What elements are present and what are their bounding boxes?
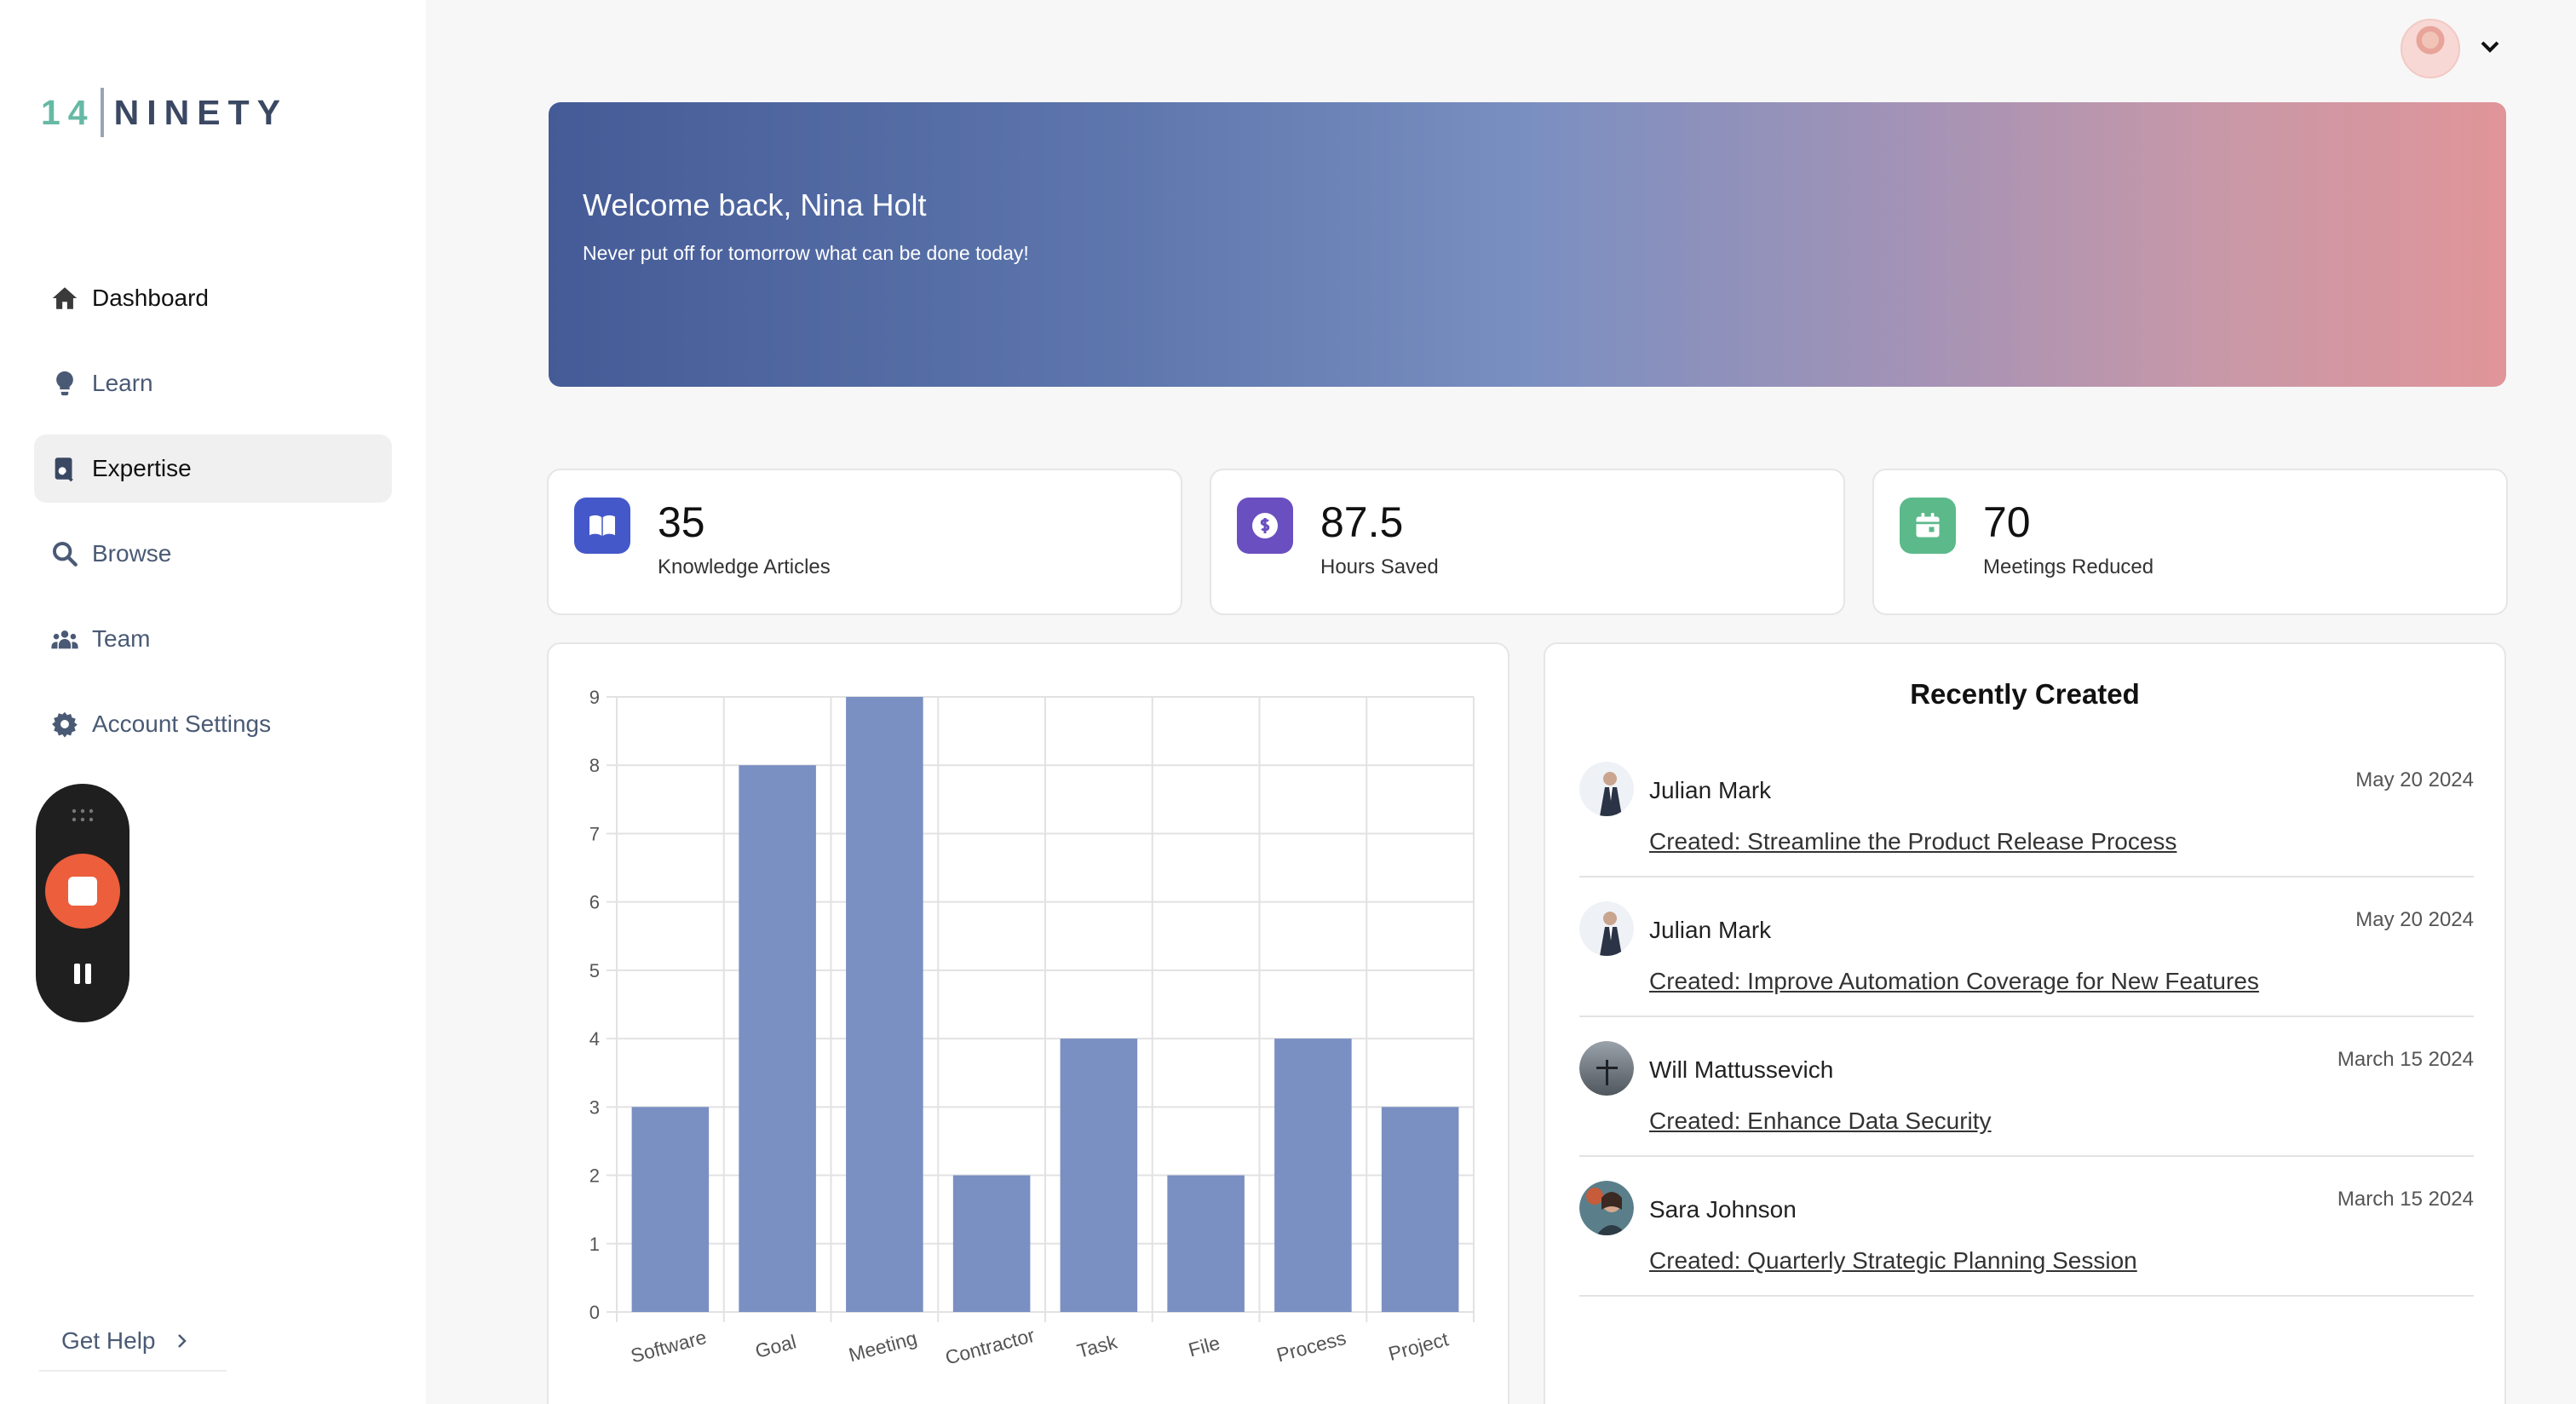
bar-meeting (846, 697, 923, 1312)
home-icon (46, 279, 83, 317)
lightbulb-icon (46, 365, 83, 402)
list-item: Sara Johnson March 15 2024 Created: Quar… (1579, 1157, 2474, 1297)
created-date: March 15 2024 (2337, 1048, 2474, 1071)
sidebar-nav: Dashboard Learn Expertise Browse Team (34, 264, 392, 775)
dollar-icon (1237, 498, 1293, 554)
list-item: Julian Mark May 20 2024 Created: Streaml… (1579, 738, 2474, 878)
y-tick-label: 8 (589, 755, 600, 776)
x-tick-label: Process (1274, 1326, 1348, 1367)
welcome-subtitle: Never put off for tomorrow what can be d… (583, 242, 1029, 264)
stat-label: Hours Saved (1320, 555, 1439, 578)
y-tick-label: 9 (589, 687, 600, 708)
drag-handle-icon[interactable] (71, 808, 95, 823)
bar-chart: 0 1 2 3 4 5 6 7 8 9 Software Goal Meeting Contractor T… (589, 687, 1475, 1369)
stop-icon (68, 877, 97, 906)
created-date: March 15 2024 (2337, 1188, 2474, 1211)
sidebar-item-browse[interactable]: Browse (34, 520, 392, 588)
get-help-label: Get Help (61, 1327, 156, 1354)
bar-process (1274, 1039, 1352, 1312)
list-item: Julian Mark May 20 2024 Created: Improve… (1579, 878, 2474, 1017)
author-name: Will Mattussevich (1649, 1056, 1834, 1083)
sidebar-item-team[interactable]: Team (34, 605, 392, 673)
avatar[interactable] (1579, 1181, 1634, 1235)
stat-card-meetings-reduced: 70 Meetings Reduced (1872, 469, 2508, 615)
stat-label: Knowledge Articles (658, 555, 831, 578)
author-name: Julian Mark (1649, 777, 1772, 803)
book-icon (574, 498, 630, 554)
y-tick-label: 6 (589, 892, 600, 913)
expertise-icon (46, 450, 83, 487)
get-help-link[interactable]: Get Help (39, 1312, 227, 1372)
x-tick-label: Meeting (846, 1326, 919, 1366)
sidebar-item-label: Account Settings (92, 711, 272, 737)
pause-icon[interactable] (70, 961, 95, 987)
sidebar-item-expertise[interactable]: Expertise (34, 434, 392, 503)
y-tick-label: 2 (589, 1165, 600, 1187)
bar-task (1060, 1039, 1138, 1312)
y-tick-label: 0 (589, 1302, 600, 1323)
stat-value: 35 (658, 498, 705, 546)
author-name: Julian Mark (1649, 917, 1772, 943)
avatar[interactable] (1579, 762, 1634, 816)
welcome-banner: Welcome back, Nina Holt Never put off fo… (549, 102, 2506, 387)
sidebar-item-label: Browse (92, 540, 172, 567)
created-item-link[interactable]: Created: Streamline the Product Release … (1649, 828, 2177, 854)
avatar[interactable] (1579, 1041, 1634, 1096)
bar-goal (739, 765, 816, 1312)
sidebar-item-account-settings[interactable]: Account Settings (34, 690, 392, 758)
recently-created-panel: Recently Created Julian Mark May 20 2024… (1544, 642, 2506, 1404)
y-tick-label: 1 (589, 1234, 600, 1255)
brand-word: NINETY (113, 92, 288, 132)
sidebar-item-label: Learn (92, 370, 153, 396)
created-item-link[interactable]: Created: Enhance Data Security (1649, 1108, 1992, 1134)
sidebar-item-label: Team (92, 625, 151, 652)
x-tick-label: Software (629, 1326, 709, 1367)
created-item-link[interactable]: Created: Quarterly Strategic Planning Se… (1649, 1247, 2137, 1274)
bar-contractor (952, 1175, 1031, 1312)
y-tick-label: 3 (589, 1096, 600, 1118)
category-bar-chart-card: 0 1 2 3 4 5 6 7 8 9 Software Goal Meeting Contractor T… (547, 642, 1509, 1404)
sidebar-item-learn[interactable]: Learn (34, 349, 392, 417)
created-item-link[interactable]: Created: Improve Automation Coverage for… (1649, 968, 2259, 994)
y-tick-label: 7 (589, 823, 600, 844)
stop-recording-button[interactable] (45, 854, 120, 929)
x-tick-label: Task (1075, 1330, 1120, 1361)
stat-value: 87.5 (1320, 498, 1404, 546)
x-tick-label: File (1186, 1332, 1222, 1361)
created-date: May 20 2024 (2355, 908, 2474, 931)
x-tick-label: Project (1386, 1327, 1451, 1365)
chevron-down-icon[interactable] (2479, 38, 2501, 55)
brand-logo[interactable]: 14 NINETY (41, 88, 288, 137)
stat-label: Meetings Reduced (1983, 555, 2154, 578)
sidebar-item-dashboard[interactable]: Dashboard (34, 264, 392, 332)
sidebar-item-label: Expertise (92, 455, 192, 481)
author-name: Sara Johnson (1649, 1196, 1797, 1223)
list-item: Will Mattussevich March 15 2024 Created:… (1579, 1017, 2474, 1157)
welcome-title: Welcome back, Nina Holt (583, 187, 927, 222)
bar-software (631, 1107, 710, 1312)
y-tick-label: 5 (589, 960, 600, 981)
bar-project (1381, 1107, 1459, 1312)
sidebar-item-label: Dashboard (92, 285, 209, 311)
x-tick-label: Goal (753, 1330, 799, 1362)
sidebar: 14 NINETY Dashboard Learn Expertise (0, 0, 426, 1404)
recently-created-title: Recently Created (1910, 678, 2140, 710)
chevron-right-icon (177, 1334, 187, 1348)
stat-card-knowledge-articles: 35 Knowledge Articles (547, 469, 1182, 615)
calendar-icon (1900, 498, 1956, 554)
recording-widget (36, 784, 129, 1022)
x-tick-label: Contractor (943, 1324, 1038, 1369)
stat-value: 70 (1983, 498, 2031, 546)
team-icon (46, 620, 83, 658)
user-avatar[interactable] (2401, 19, 2460, 78)
stat-card-hours-saved: 87.5 Hours Saved (1210, 469, 1845, 615)
gear-icon (46, 705, 83, 743)
brand-divider (100, 88, 104, 137)
created-date: May 20 2024 (2355, 768, 2474, 791)
avatar[interactable] (1579, 901, 1634, 956)
bar-file (1167, 1175, 1245, 1312)
brand-number: 14 (41, 92, 95, 132)
search-icon (46, 535, 83, 573)
y-tick-label: 4 (589, 1028, 600, 1050)
